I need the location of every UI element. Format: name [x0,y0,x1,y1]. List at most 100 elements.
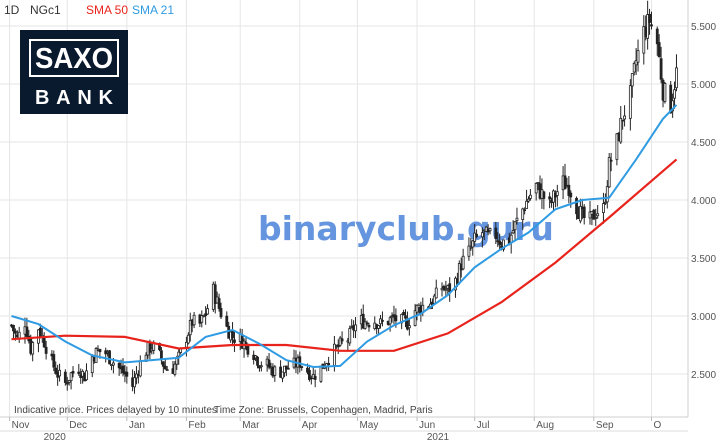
candle [225,311,229,328]
candle [621,119,625,130]
sma50-legend: SMA 50 [86,3,128,17]
candle [575,196,578,220]
x-tick-label: Mar [242,420,260,431]
candle [135,366,138,385]
candle [471,239,475,256]
candle [192,312,196,329]
candle [281,371,284,383]
candle [273,365,277,382]
candle [244,336,248,351]
candle [475,229,479,239]
x-year-label: 2020 [44,432,67,442]
candle [529,189,532,201]
candle [523,207,527,215]
candle [242,338,246,358]
candle [594,208,598,227]
candle [365,320,369,326]
x-tick-label: Feb [188,420,206,431]
candle [133,371,136,394]
candle [200,310,204,328]
candle [12,324,15,340]
candle [578,198,582,224]
candle [673,81,676,109]
candle [404,309,407,328]
candle [363,318,367,330]
y-tick-label: 3.500 [691,254,716,265]
candle [663,81,667,104]
candle [213,281,217,314]
candle [361,304,365,330]
y-tick-label: 2.500 [691,370,716,381]
candle [117,362,121,376]
chart-header: 1D NGc1 SMA 50 SMA 21 [4,3,174,17]
candle [108,350,111,365]
y-tick-label: 5.000 [691,80,716,91]
x-axis: Nov Dec Jan Feb Mar Apr May Jun Jul Aug Sep O 2020 2… [0,416,688,442]
candle [186,332,190,345]
candle [259,361,263,372]
candle [206,304,209,315]
x-tick-label: Jul [477,420,490,431]
candle [480,227,484,248]
x-tick-label: May [359,420,378,431]
x-tick-label: Nov [12,420,30,431]
candle [502,239,505,252]
candle [85,363,88,381]
candle [67,379,71,386]
candle [367,322,371,332]
candle [642,15,646,65]
candle [659,46,663,84]
candle [204,306,208,325]
candle [90,354,94,378]
candle [603,193,607,205]
candle [283,365,286,378]
candle [588,201,592,225]
candle [582,204,586,225]
symbol-label[interactable]: NGc1 [30,3,61,17]
candle [596,205,600,219]
candle [511,220,515,235]
candle [188,312,192,342]
candle [548,192,552,209]
candle [165,366,169,371]
candle [407,317,411,336]
candle [138,355,142,378]
y-tick-label: 5.500 [691,22,716,33]
candle [308,364,311,382]
candle [555,184,559,207]
candle [338,335,342,347]
candle [634,48,638,75]
candle [632,61,636,76]
candle [521,207,525,230]
x-tick-label: Jan [129,420,145,431]
candle [54,361,58,375]
x-tick-label: Dec [69,420,87,431]
candle [354,317,357,339]
candle [650,11,653,30]
candle [527,196,530,203]
candle [231,322,234,347]
y-tick-label: 4.000 [691,196,716,207]
logo-line1: SAXO [35,43,113,75]
candle [457,260,461,285]
candle [42,332,46,348]
candle [655,26,659,56]
x-tick-label: Sep [596,420,614,431]
candle [381,311,384,327]
candle [536,182,540,191]
candle [619,106,623,144]
candle [17,326,21,343]
candle [52,350,56,372]
candle [392,305,396,325]
candle [498,233,502,251]
timeframe-label[interactable]: 1D [4,3,20,17]
candle [377,324,380,335]
candle [71,366,75,378]
candle [542,190,546,210]
candle [467,237,471,261]
candle [348,325,352,346]
candle [298,351,302,373]
candle [494,221,498,245]
candle [563,163,567,190]
